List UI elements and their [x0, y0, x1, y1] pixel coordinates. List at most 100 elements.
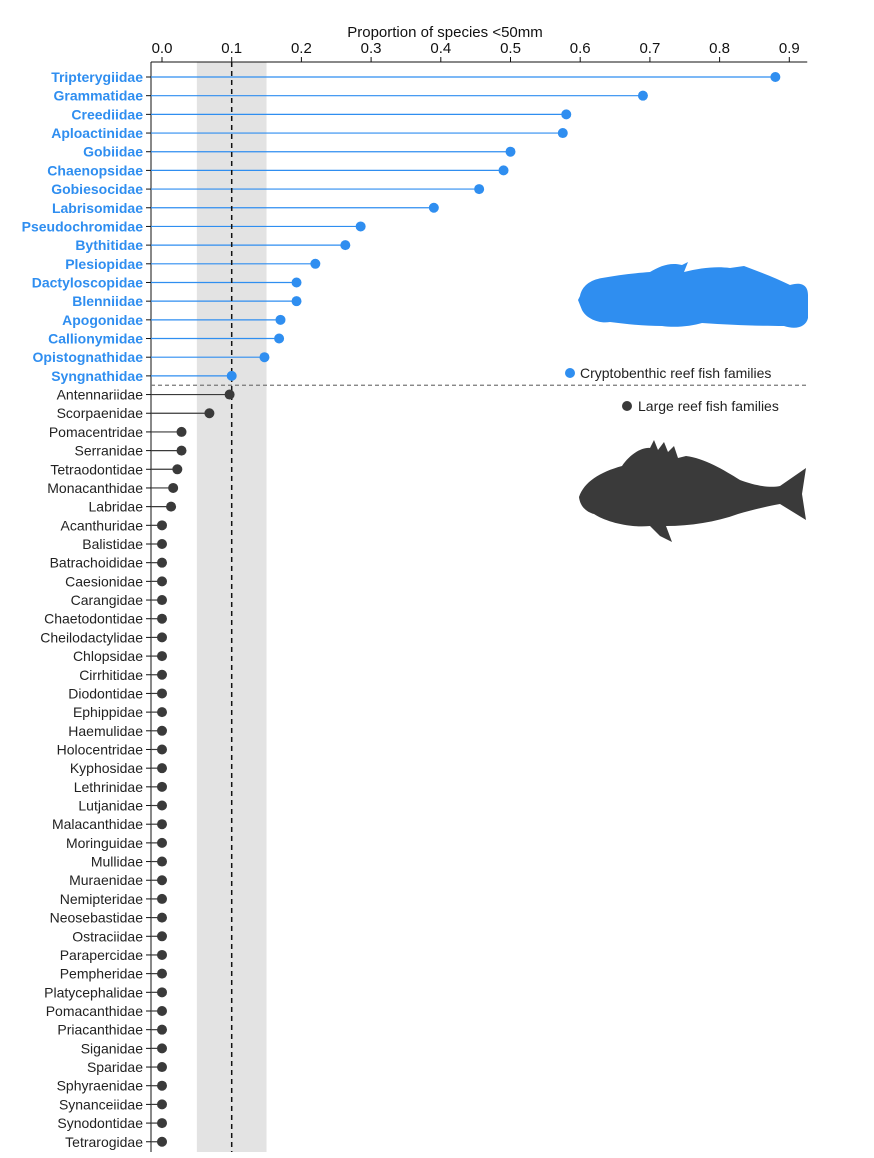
data-point [157, 875, 167, 886]
data-point [498, 165, 509, 176]
x-tick-label: 0.2 [291, 40, 312, 57]
category-label: Nemipteridae [60, 891, 143, 907]
data-point [274, 333, 285, 344]
category-label: Lethrinidae [74, 779, 143, 795]
category-label: Chaenopsidae [47, 162, 143, 178]
category-label: Platycephalidae [44, 984, 143, 1000]
category-label: Malacanthidae [52, 816, 143, 832]
x-tick-label: 0.5 [500, 40, 521, 57]
data-point [157, 632, 167, 643]
data-point [157, 557, 167, 568]
category-label: Cheilodactylidae [40, 629, 143, 645]
category-label: Ostraciidae [72, 928, 143, 944]
category-label: Sphyraenidae [57, 1078, 144, 1094]
data-point [355, 221, 366, 232]
data-point [291, 296, 302, 307]
category-label: Pomacanthidae [46, 1003, 144, 1019]
category-label: Cirrhitidae [79, 667, 143, 683]
category-label: Holocentridae [57, 741, 144, 757]
category-label: Carangidae [71, 592, 144, 608]
data-point [157, 1043, 167, 1054]
data-point [157, 744, 167, 755]
category-label: Labridae [89, 499, 144, 515]
category-label: Plesiopidae [65, 256, 143, 272]
data-point [224, 389, 235, 400]
data-point [474, 184, 485, 195]
data-point [428, 202, 439, 213]
x-tick-label: 0.1 [221, 40, 242, 57]
category-label: Pempheridae [60, 966, 143, 982]
category-label: Diodontidae [68, 685, 143, 701]
data-point [557, 128, 568, 139]
data-point [157, 931, 167, 942]
category-label: Balistidae [82, 536, 143, 552]
category-label: Grammatidae [54, 88, 144, 104]
data-point [157, 688, 167, 699]
category-label: Siganidae [81, 1040, 143, 1056]
data-point [157, 819, 167, 830]
category-label: Lutjanidae [78, 798, 143, 814]
category-label: Priacanthidae [57, 1022, 143, 1038]
category-label: Labrisomidae [52, 200, 143, 216]
category-label: Muraenidae [69, 872, 143, 888]
category-label: Apogonidae [62, 312, 143, 328]
data-point [168, 482, 179, 493]
data-point [204, 408, 215, 419]
data-point [176, 445, 187, 456]
data-point [157, 520, 167, 531]
data-point [157, 763, 167, 774]
data-point [157, 968, 167, 979]
data-point [157, 912, 167, 923]
data-point [157, 576, 167, 587]
category-label: Synodontidae [57, 1115, 143, 1131]
x-tick-label: 0.3 [361, 40, 382, 57]
x-axis-title: Proportion of species <50mm [347, 24, 543, 41]
category-label: Pomacentridae [49, 424, 143, 440]
data-point [172, 464, 183, 475]
x-tick-label: 0.0 [152, 40, 173, 57]
data-point [310, 258, 321, 269]
data-point [157, 725, 167, 736]
data-point [637, 90, 648, 101]
category-label: Tetraodontidae [50, 461, 143, 477]
category-label: Pseudochromidae [22, 218, 144, 234]
category-label: Serranidae [75, 443, 144, 459]
x-tick-label: 0.9 [779, 40, 800, 57]
data-point [291, 277, 302, 288]
grouper-silhouette-icon [579, 440, 806, 542]
data-point [157, 1080, 167, 1091]
category-label: Sparidae [87, 1059, 143, 1075]
category-label: Batrachoididae [50, 555, 144, 571]
data-point [157, 837, 167, 848]
lollipop-stems [146, 76, 776, 1143]
data-point [157, 1062, 167, 1073]
legend-label-large: Large reef fish families [638, 398, 779, 414]
category-label: Mullidae [91, 854, 143, 870]
data-point [157, 856, 167, 867]
x-tick-label: 0.8 [709, 40, 730, 57]
lollipop-points [157, 72, 781, 1147]
category-labels: Tripterygiidae Grammatidae Creediidae Aploa… [22, 69, 144, 1150]
category-label: Chlopsidae [73, 648, 143, 664]
data-point [157, 893, 167, 904]
category-label: Scorpaenidae [57, 405, 144, 421]
category-label: Tetrarogidae [65, 1134, 143, 1150]
data-point [157, 539, 167, 549]
x-tick-label: 0.7 [639, 40, 660, 57]
data-point [157, 707, 167, 718]
category-label: Monacanthidae [47, 480, 143, 496]
category-label: Chaetodontidae [44, 611, 143, 627]
data-point [157, 987, 167, 998]
category-label: Syngnathidae [51, 368, 143, 384]
data-point [561, 109, 572, 120]
data-point [157, 949, 167, 960]
category-label: Tripterygiidae [51, 69, 143, 85]
data-point [157, 1099, 167, 1110]
data-point [340, 240, 351, 251]
legend-marker-large [622, 401, 632, 411]
data-point [176, 426, 187, 437]
category-label: Gobiesocidae [51, 181, 143, 197]
data-point [166, 501, 177, 512]
data-point [275, 314, 286, 325]
data-point [157, 1006, 167, 1016]
